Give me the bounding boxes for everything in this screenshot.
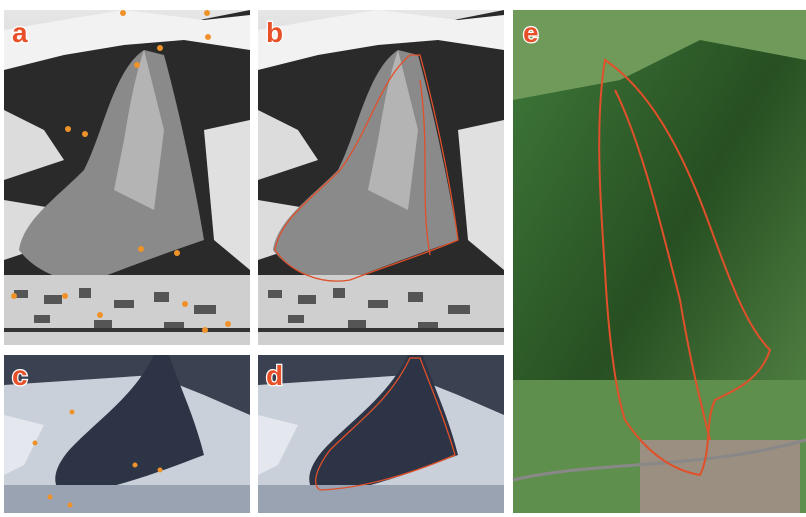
panel-c: c [4,355,250,513]
panel-e: e [512,10,806,513]
panel-label: a [12,17,28,48]
panel-label: c [12,360,28,391]
panel-d: d [258,355,504,513]
panel-label: e [523,17,539,48]
panel-label: b [266,17,283,48]
panel-b: b [258,10,504,345]
panel-label: d [266,360,283,391]
outline [274,54,459,282]
panel-a: a [4,10,250,345]
markers [11,10,231,333]
